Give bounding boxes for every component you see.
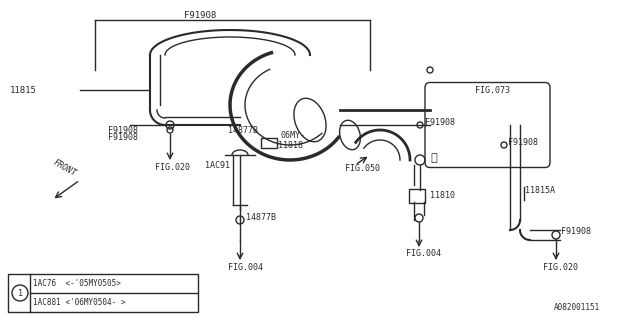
Text: 14877B: 14877B: [228, 125, 258, 134]
Text: FIG.020: FIG.020: [543, 262, 578, 271]
Text: 1AC881 <'06MY0504- >: 1AC881 <'06MY0504- >: [33, 298, 125, 307]
Text: FRONT: FRONT: [52, 158, 78, 178]
Text: FIG.020: FIG.020: [155, 163, 190, 172]
Text: A082001151: A082001151: [554, 303, 600, 312]
Text: 11815: 11815: [10, 85, 37, 94]
Text: F91908: F91908: [561, 228, 591, 236]
FancyBboxPatch shape: [409, 189, 425, 203]
Text: ①: ①: [430, 153, 436, 163]
Text: FIG.004: FIG.004: [228, 262, 263, 271]
Text: 14877B: 14877B: [246, 212, 276, 221]
Text: 11815A: 11815A: [525, 186, 555, 195]
Text: FIG.050: FIG.050: [345, 164, 380, 172]
Text: F91908: F91908: [508, 138, 538, 147]
Text: F91908: F91908: [108, 125, 138, 134]
Text: 1: 1: [17, 289, 22, 298]
Text: 1AC91: 1AC91: [205, 161, 230, 170]
Text: 06MY-: 06MY-: [280, 131, 305, 140]
FancyBboxPatch shape: [261, 138, 277, 148]
Text: FIG.004: FIG.004: [406, 249, 441, 258]
Text: F91908: F91908: [108, 132, 138, 141]
Text: 1AC76  <-'05MY0505>: 1AC76 <-'05MY0505>: [33, 279, 121, 288]
Text: 11810: 11810: [430, 191, 455, 201]
FancyBboxPatch shape: [425, 83, 550, 167]
Ellipse shape: [294, 98, 326, 142]
Ellipse shape: [340, 120, 360, 150]
Text: F91908: F91908: [184, 11, 216, 20]
FancyBboxPatch shape: [8, 274, 198, 312]
Text: FIG.073: FIG.073: [475, 85, 510, 94]
Text: F91908: F91908: [425, 117, 455, 126]
Text: 11818: 11818: [278, 140, 303, 149]
